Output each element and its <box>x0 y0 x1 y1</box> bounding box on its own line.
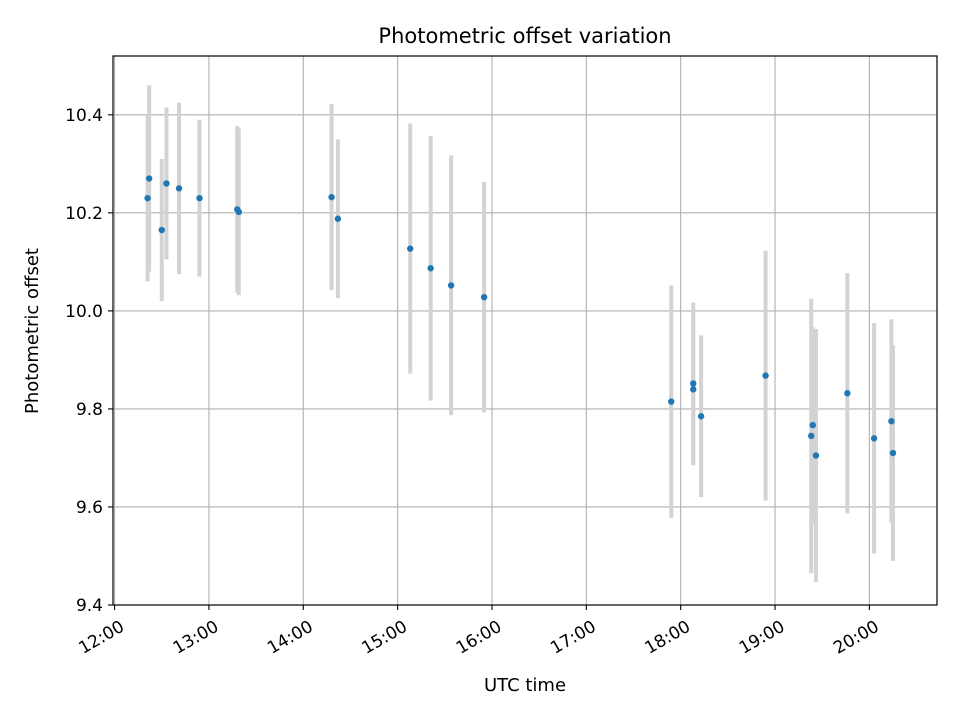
data-point <box>447 282 455 289</box>
y-tick-label: 9.4 <box>76 596 103 616</box>
data-point <box>175 185 183 192</box>
data-point <box>235 208 243 216</box>
plot-frame <box>112 55 938 606</box>
data-point <box>690 386 697 393</box>
data-point <box>888 417 895 425</box>
data-point <box>328 193 335 201</box>
data-point <box>427 265 434 272</box>
y-tick-label: 10.2 <box>65 204 103 224</box>
y-tick-label: 9.8 <box>76 400 103 420</box>
data-point <box>762 372 769 379</box>
data-point <box>889 449 897 457</box>
data-point <box>196 194 203 202</box>
data-point <box>407 245 414 252</box>
chart-title: Photometric offset variation <box>378 24 671 48</box>
data-point <box>145 175 153 182</box>
data-point <box>163 180 170 187</box>
x-axis-label: UTC time <box>484 675 566 696</box>
data-point <box>812 452 820 459</box>
data-point <box>144 194 151 202</box>
data-point <box>668 398 675 405</box>
data-points <box>144 175 897 459</box>
y-tick-label: 10.0 <box>65 302 103 322</box>
y-tick-label: 10.4 <box>65 106 103 126</box>
data-point <box>844 390 851 397</box>
data-point <box>870 435 878 442</box>
data-point <box>807 432 815 440</box>
data-point <box>809 421 816 429</box>
data-point <box>334 215 342 222</box>
data-point <box>158 226 165 234</box>
data-point <box>480 293 488 301</box>
data-point <box>690 380 697 387</box>
y-axis-label: Photometric offset <box>22 248 43 414</box>
y-tick-label: 9.6 <box>76 498 103 518</box>
data-point <box>697 413 705 420</box>
